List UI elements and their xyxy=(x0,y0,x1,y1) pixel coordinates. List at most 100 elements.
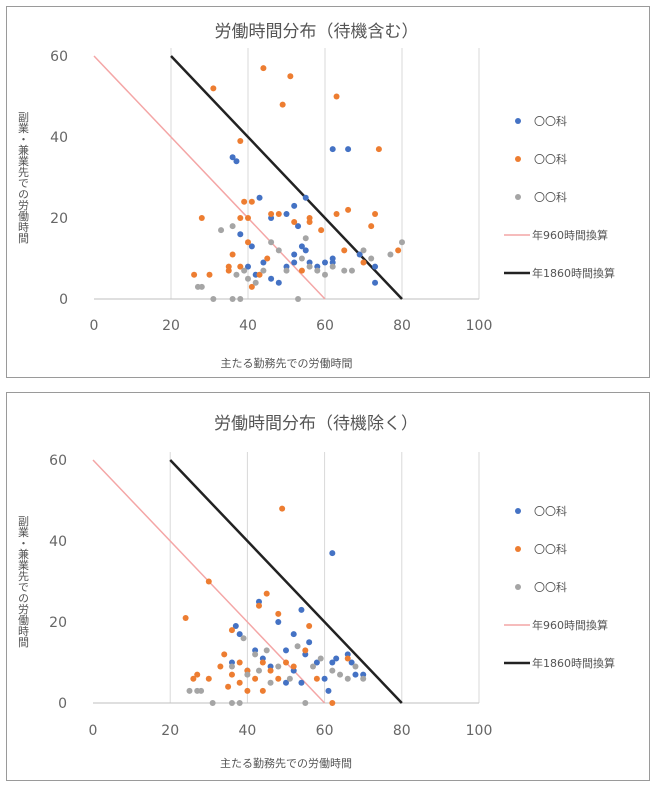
legend-label: 〇〇科 xyxy=(534,580,567,594)
data-point-series-2 xyxy=(259,687,266,694)
data-point-series-2 xyxy=(191,271,198,278)
data-point-series-2 xyxy=(255,602,262,609)
data-point-series-2 xyxy=(263,590,270,597)
line-1860-hours xyxy=(170,55,403,300)
data-point-series-3 xyxy=(329,263,336,270)
data-point-series-2 xyxy=(368,223,375,230)
legend-label: 年960時間換算 xyxy=(532,228,608,242)
x-axis-label: 主たる勤務先での労働時間 xyxy=(221,356,353,370)
data-point-series-2 xyxy=(236,659,243,666)
data-point-series-2 xyxy=(217,663,224,670)
x-tick-label: 0 xyxy=(89,723,98,739)
chart-title: 労働時間分布（待機含む） xyxy=(215,22,419,42)
data-point-series-3 xyxy=(241,267,248,274)
data-point-series-2 xyxy=(268,210,275,217)
data-point-series-3 xyxy=(263,647,270,654)
data-point-series-3 xyxy=(302,700,309,706)
legend-label: 〇〇科 xyxy=(534,504,567,518)
data-point-series-3 xyxy=(295,296,302,302)
data-point-series-2 xyxy=(275,610,282,617)
data-point-series-3 xyxy=(275,663,282,670)
x-tick-label: 80 xyxy=(393,318,411,334)
data-point-series-2 xyxy=(190,675,197,682)
data-point-series-3 xyxy=(360,247,367,254)
x-tick-label: 20 xyxy=(161,723,179,739)
data-point-series-1 xyxy=(333,655,340,662)
data-point-series-1 xyxy=(275,279,282,286)
data-point-series-2 xyxy=(248,283,255,290)
data-point-series-2 xyxy=(259,659,266,666)
data-point-series-2 xyxy=(237,138,244,145)
data-point-series-3 xyxy=(228,663,235,670)
legend-marker xyxy=(515,546,521,552)
data-point-series-2 xyxy=(228,671,235,678)
legend-label: 年960時間換算 xyxy=(532,618,608,632)
data-point-series-1 xyxy=(329,550,336,557)
legend-label: 年1860時間換算 xyxy=(532,656,615,670)
data-point-series-2 xyxy=(395,247,402,254)
data-point-series-3 xyxy=(399,239,405,246)
data-point-series-3 xyxy=(233,271,240,278)
data-point-series-2 xyxy=(375,146,382,153)
data-point-series-1 xyxy=(321,675,328,682)
data-point-series-3 xyxy=(210,296,217,302)
data-point-series-1 xyxy=(348,659,355,666)
data-point-series-3 xyxy=(352,663,359,670)
data-point-series-3 xyxy=(218,227,225,234)
x-tick-label: 40 xyxy=(238,723,256,739)
data-point-series-1 xyxy=(260,259,267,266)
data-point-series-2 xyxy=(306,623,313,630)
data-point-series-2 xyxy=(228,627,235,634)
data-point-series-3 xyxy=(228,700,235,706)
data-point-series-2 xyxy=(225,263,232,270)
data-point-series-3 xyxy=(267,679,274,686)
data-point-series-3 xyxy=(360,675,367,682)
legend-label: 年1860時間換算 xyxy=(532,266,615,280)
data-point-series-1 xyxy=(236,631,243,638)
data-point-series-1 xyxy=(233,158,240,165)
legend-label: 〇〇科 xyxy=(534,190,567,204)
data-point-series-2 xyxy=(206,271,213,278)
data-point-series-2 xyxy=(318,227,325,234)
x-tick-label: 60 xyxy=(316,318,334,334)
data-point-series-2 xyxy=(221,651,228,658)
data-point-series-3 xyxy=(298,255,305,262)
data-point-series-1 xyxy=(352,671,359,678)
data-point-series-2 xyxy=(306,219,313,226)
data-point-series-2 xyxy=(205,578,212,585)
data-point-series-2 xyxy=(287,73,294,80)
data-point-series-2 xyxy=(360,259,367,266)
data-point-series-2 xyxy=(237,263,244,270)
data-point-series-2 xyxy=(236,679,243,686)
data-point-series-2 xyxy=(225,683,232,690)
legend-label: 〇〇科 xyxy=(534,542,567,556)
y-tick-label: 0 xyxy=(59,292,68,308)
data-point-series-1 xyxy=(302,194,309,201)
x-tick-label: 100 xyxy=(466,318,493,334)
data-point-series-1 xyxy=(313,659,320,666)
data-point-series-1 xyxy=(298,679,305,686)
data-point-series-3 xyxy=(302,235,309,242)
data-point-series-2 xyxy=(210,85,217,92)
data-point-series-3 xyxy=(268,239,275,246)
data-point-series-2 xyxy=(237,215,244,221)
legend-marker xyxy=(515,194,521,200)
data-point-series-1 xyxy=(283,647,289,654)
data-point-series-3 xyxy=(229,296,236,302)
data-point-series-1 xyxy=(256,194,263,201)
data-point-series-2 xyxy=(341,247,348,254)
data-point-series-3 xyxy=(255,667,262,674)
data-point-series-3 xyxy=(348,267,355,274)
data-point-series-3 xyxy=(387,251,394,258)
data-point-series-2 xyxy=(275,210,282,217)
data-point-series-2 xyxy=(182,614,189,621)
data-point-series-3 xyxy=(341,267,348,274)
data-point-series-3 xyxy=(237,296,244,302)
data-point-series-2 xyxy=(245,215,251,221)
data-point-series-2 xyxy=(229,251,236,258)
x-tick-label: 40 xyxy=(239,318,257,334)
x-tick-label: 20 xyxy=(162,318,180,334)
y-tick-label: 20 xyxy=(50,211,68,227)
data-point-series-3 xyxy=(260,267,267,274)
data-point-series-3 xyxy=(198,687,205,694)
